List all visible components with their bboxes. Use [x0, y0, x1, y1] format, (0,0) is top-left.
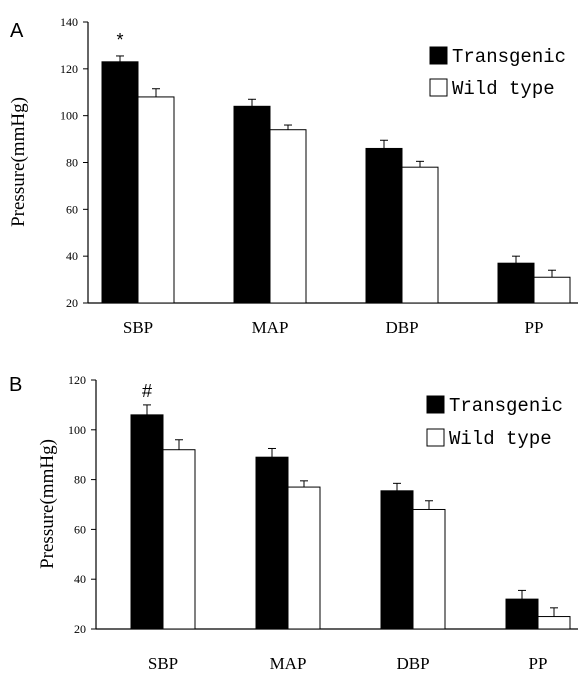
- y-tick-label: 140: [60, 15, 78, 29]
- bar-transgenic: [365, 147, 403, 304]
- significance-mark: *: [116, 30, 123, 50]
- y-tick-label: 80: [66, 156, 78, 170]
- category-label: PP: [525, 318, 544, 337]
- y-tick-label: 20: [66, 296, 78, 310]
- category-label: MAP: [270, 654, 307, 673]
- bar-wild-type: [412, 508, 446, 630]
- bar-wild-type: [162, 449, 196, 630]
- y-tick-label: 80: [74, 473, 86, 487]
- panel-label: A: [10, 20, 24, 42]
- y-axis-label: Pressure(mmHg): [8, 97, 29, 227]
- legend-label: Wild type: [452, 78, 555, 100]
- bar-transgenic: [497, 262, 535, 304]
- legend-swatch-wild-type: [429, 78, 448, 97]
- bar-wild-type: [533, 276, 571, 304]
- chart-panel-a: A 20 40 60 80 100 120 140 Pressure(mmHg) SBP MAP DB…: [8, 15, 578, 337]
- bar-wild-type: [287, 486, 321, 630]
- bar-wild-type: [269, 129, 307, 304]
- bar-wild-type: [401, 166, 439, 304]
- y-tick-label: 100: [68, 423, 86, 437]
- chart-panel-b: B 20 40 60 80 100 120 Pressure(mmHg) SBP MAP DBP PP…: [9, 373, 578, 673]
- bar-transgenic: [130, 414, 164, 630]
- y-tick-label: 40: [74, 572, 86, 586]
- y-tick-label: 100: [60, 109, 78, 123]
- category-label: MAP: [252, 318, 289, 337]
- y-tick-label: 120: [60, 62, 78, 76]
- legend-label: Transgenic: [452, 46, 566, 68]
- category-label: DBP: [396, 654, 429, 673]
- legend-label: Wild type: [449, 428, 552, 450]
- category-label: SBP: [123, 318, 153, 337]
- category-label: DBP: [385, 318, 418, 337]
- category-label: SBP: [148, 654, 178, 673]
- bar-transgenic: [233, 105, 271, 304]
- y-tick-label: 40: [66, 249, 78, 263]
- legend-label: Transgenic: [449, 395, 563, 417]
- legend-swatch-transgenic: [429, 46, 448, 65]
- significance-mark: #: [142, 381, 152, 401]
- y-tick-label: 20: [74, 622, 86, 636]
- y-axis-label: Pressure(mmHg): [37, 439, 58, 569]
- y-tick-label: 60: [74, 522, 86, 536]
- bar-wild-type: [537, 616, 571, 630]
- legend-swatch-wild-type: [426, 428, 445, 447]
- bar-transgenic: [101, 61, 139, 304]
- bar-transgenic: [505, 598, 539, 630]
- panel-label: B: [9, 374, 22, 396]
- bar-transgenic: [255, 456, 289, 630]
- category-label: PP: [529, 654, 548, 673]
- y-tick-label: 60: [66, 202, 78, 216]
- y-tick-label: 120: [68, 373, 86, 387]
- legend-swatch-transgenic: [426, 395, 445, 414]
- bar-wild-type: [137, 96, 175, 304]
- bar-transgenic: [380, 490, 414, 630]
